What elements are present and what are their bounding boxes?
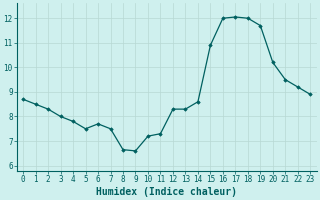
X-axis label: Humidex (Indice chaleur): Humidex (Indice chaleur) bbox=[96, 186, 237, 197]
